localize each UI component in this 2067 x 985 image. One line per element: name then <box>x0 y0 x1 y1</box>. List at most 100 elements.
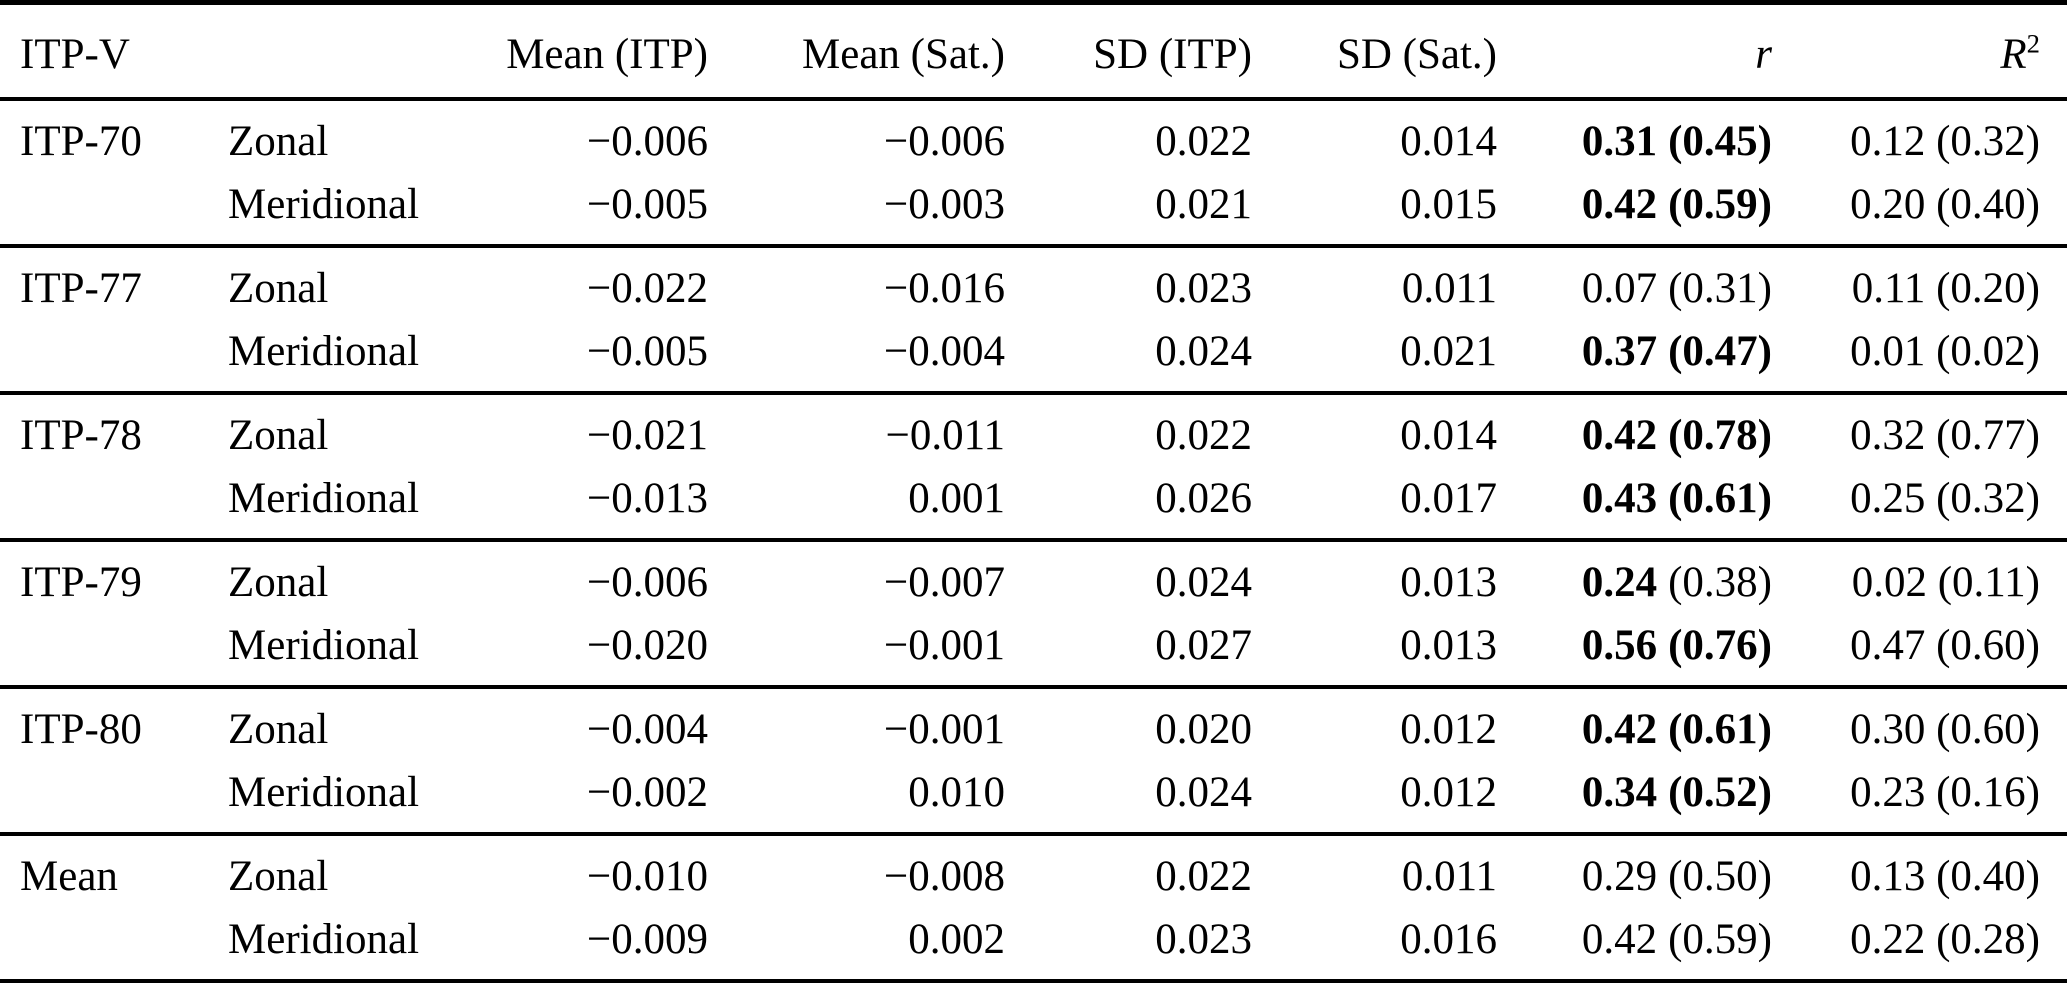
mean-itp-cell: −0.022 <box>586 265 708 312</box>
r-cell: 0.24 (0.38) <box>1497 540 1772 614</box>
r2-cell: 0.11 (0.20) <box>1851 265 2040 312</box>
r-value: 0.42 <box>1581 706 1658 753</box>
r2-cell: 0.02 (0.11) <box>1851 559 2040 606</box>
sd-itp-cell: 0.020 <box>1155 706 1252 753</box>
r-paren: (0.50) <box>1668 853 1772 900</box>
r-value: 0.43 <box>1581 475 1658 522</box>
mean-itp-cell: −0.009 <box>483 908 708 983</box>
r-squared-exponent: 2 <box>2026 28 2040 59</box>
itp-cell <box>0 467 205 542</box>
table-row: ITP-77 Zonal −0.022 −0.016 0.023 0.011 0… <box>0 246 2067 320</box>
header-sd-itp: SD (ITP) <box>1093 30 1252 78</box>
header-direction <box>205 3 483 100</box>
header-sd-sat: SD (Sat.) <box>1336 30 1497 78</box>
table-row: Meridional −0.013 0.001 0.026 0.017 0.43… <box>0 467 2067 542</box>
mean-sat-cell: −0.004 <box>708 320 1005 395</box>
r-cell: 0.56 (0.76) <box>1497 614 1772 689</box>
sd-itp-cell: 0.024 <box>1005 320 1252 395</box>
r-paren: (0.76) <box>1668 622 1772 669</box>
r-squared-base: R <box>2000 30 2027 78</box>
r2-cell: 0.47 (0.60) <box>1772 614 2067 689</box>
r-cell: 0.43 (0.61) <box>1497 467 1772 542</box>
r-paren: (0.61) <box>1668 706 1772 753</box>
header-r-squared: R2 <box>1772 3 2067 100</box>
r2-cell: 0.22 (0.28) <box>1772 908 2067 983</box>
direction-cell: Meridional <box>205 761 483 836</box>
r-paren: (0.47) <box>1668 328 1772 375</box>
itp-cell: ITP-80 <box>20 706 142 753</box>
sd-itp-cell: 0.027 <box>1005 614 1252 689</box>
header-row: ITP-V Mean (ITP) Mean (Sat.) SD (ITP) SD… <box>0 3 2067 100</box>
sd-itp-cell: 0.021 <box>1005 173 1252 248</box>
r-paren: (0.38) <box>1668 559 1772 606</box>
sd-itp-cell: 0.023 <box>1155 265 1252 312</box>
table-row: Meridional −0.005 −0.004 0.024 0.021 0.3… <box>0 320 2067 395</box>
r-cell: 0.37 (0.47) <box>1497 320 1772 395</box>
mean-sat-cell: −0.016 <box>883 265 1005 312</box>
sd-sat-cell: 0.015 <box>1252 173 1497 248</box>
mean-itp-cell: −0.005 <box>483 173 708 248</box>
mean-itp-cell: −0.002 <box>483 761 708 836</box>
table-row: ITP-79 Zonal −0.006 −0.007 0.024 0.013 0… <box>0 540 2067 614</box>
r2-cell: 0.20 (0.40) <box>1772 173 2067 248</box>
sd-itp-cell: 0.022 <box>1155 412 1252 459</box>
table-row: Meridional −0.002 0.010 0.024 0.012 0.34… <box>0 761 2067 836</box>
r-paren: (0.31) <box>1668 265 1772 312</box>
itp-cell: Mean <box>20 853 118 900</box>
sd-itp-cell: 0.026 <box>1005 467 1252 542</box>
direction-cell: Zonal <box>228 706 329 753</box>
sd-sat-cell: 0.012 <box>1252 761 1497 836</box>
r-cell: 0.34 (0.52) <box>1497 761 1772 836</box>
direction-cell: Meridional <box>205 467 483 542</box>
r-value: 0.07 <box>1581 265 1658 312</box>
direction-cell: Meridional <box>205 173 483 248</box>
r-cell: 0.42 (0.61) <box>1497 687 1772 761</box>
itp-cell: ITP-70 <box>20 118 142 165</box>
r2-cell: 0.23 (0.16) <box>1772 761 2067 836</box>
r-cell: 0.42 (0.78) <box>1497 393 1772 467</box>
r-value: 0.37 <box>1581 328 1658 375</box>
itp-cell <box>0 614 205 689</box>
mean-itp-cell: −0.020 <box>483 614 708 689</box>
itp-cell <box>0 908 205 983</box>
direction-cell: Zonal <box>228 853 329 900</box>
direction-cell: Meridional <box>205 614 483 689</box>
itp-cell: ITP-78 <box>20 412 142 459</box>
sd-sat-cell: 0.016 <box>1252 908 1497 983</box>
header-mean-itp: Mean (ITP) <box>506 30 708 78</box>
r2-cell: 0.01 (0.02) <box>1772 320 2067 395</box>
sd-itp-cell: 0.022 <box>1155 853 1252 900</box>
sd-itp-cell: 0.022 <box>1155 118 1252 165</box>
direction-cell: Zonal <box>228 118 329 165</box>
mean-itp-cell: −0.013 <box>483 467 708 542</box>
sd-itp-cell: 0.024 <box>1005 761 1252 836</box>
r-paren: (0.52) <box>1668 769 1772 816</box>
mean-itp-cell: −0.006 <box>586 559 708 606</box>
r2-cell: 0.12 (0.32) <box>1850 118 2040 165</box>
sd-sat-cell: 0.014 <box>1400 412 1497 459</box>
r-paren: (0.45) <box>1668 118 1772 165</box>
r-value: 0.56 <box>1581 622 1658 669</box>
mean-sat-cell: 0.001 <box>708 467 1005 542</box>
table-row: Meridional −0.009 0.002 0.023 0.016 0.42… <box>0 908 2067 983</box>
sd-itp-cell: 0.024 <box>1155 559 1252 606</box>
mean-sat-cell: −0.001 <box>708 614 1005 689</box>
r-cell: 0.42 (0.59) <box>1497 908 1772 983</box>
r2-cell: 0.30 (0.60) <box>1850 706 2040 753</box>
table-row: Meridional −0.005 −0.003 0.021 0.015 0.4… <box>0 173 2067 248</box>
mean-itp-cell: −0.005 <box>483 320 708 395</box>
r-cell: 0.42 (0.59) <box>1497 173 1772 248</box>
r-paren: (0.78) <box>1668 412 1772 459</box>
sd-sat-cell: 0.013 <box>1252 614 1497 689</box>
r-paren: (0.61) <box>1668 475 1772 522</box>
r-value: 0.31 <box>1581 118 1658 165</box>
direction-cell: Meridional <box>205 908 483 983</box>
header-mean-sat: Mean (Sat.) <box>802 30 1005 78</box>
r-value: 0.42 <box>1581 916 1658 963</box>
direction-cell: Zonal <box>228 412 329 459</box>
sd-sat-cell: 0.011 <box>1401 265 1497 312</box>
header-itp-v: ITP-V <box>20 30 130 78</box>
mean-sat-cell: −0.006 <box>883 118 1005 165</box>
mean-sat-cell: −0.008 <box>883 853 1005 900</box>
